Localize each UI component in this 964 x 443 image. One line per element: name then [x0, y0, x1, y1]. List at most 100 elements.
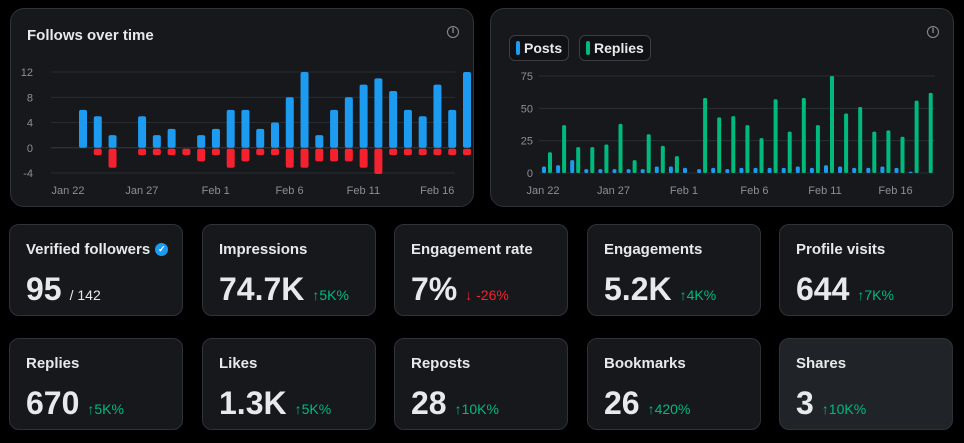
stat-shares[interactable]: Shares 3 ↑10K%: [779, 338, 953, 430]
stat-change: ↑7K%: [857, 287, 894, 303]
arrow-up-icon: ↑: [294, 401, 302, 417]
bar-replies: [914, 100, 919, 173]
stat-value: 7%: [411, 271, 458, 307]
bar-replies: [858, 107, 863, 173]
info-icon[interactable]: [447, 25, 459, 38]
stat-impressions[interactable]: Impressions 74.7K ↑5K%: [202, 224, 376, 316]
bar-lost: [285, 148, 294, 168]
bar-posts: [640, 169, 645, 173]
x-tick-label: Jan 22: [526, 185, 559, 197]
bar-replies: [745, 125, 750, 173]
bar-posts: [725, 169, 730, 173]
legend-posts-label: Posts: [524, 40, 563, 56]
stat-label: Impressions: [219, 241, 308, 258]
bar-lost: [344, 148, 353, 162]
stat-label: Engagements: [604, 241, 703, 258]
stat-value-row: 5.2K ↑4K%: [604, 271, 716, 308]
stat-change-value: 7K%: [864, 287, 894, 303]
bar-replies: [928, 92, 933, 173]
stat-change: ↑5K%: [87, 401, 124, 417]
bar-lost: [300, 148, 309, 168]
bar-gained: [359, 84, 368, 148]
stat-value: 3: [796, 385, 814, 421]
x-tick-label: Feb 6: [275, 185, 303, 197]
bar-gained: [211, 128, 220, 148]
bar-gained: [300, 72, 309, 148]
bar-replies: [773, 99, 778, 173]
bar-posts: [612, 169, 617, 173]
stat-value-row: 1.3K ↑5K%: [219, 385, 331, 422]
x-tick-label: Jan 22: [51, 185, 84, 197]
stat-profile-visits[interactable]: Profile visits 644 ↑7K%: [779, 224, 953, 316]
bar-lost: [418, 148, 427, 156]
stat-change: ↑10K%: [822, 401, 866, 417]
bar-lost: [241, 148, 250, 162]
x-tick-label: Feb 11: [808, 185, 841, 197]
y-tick-label: 4: [27, 118, 33, 130]
stat-change-value: -26%: [476, 287, 509, 303]
arrow-up-icon: ↑: [821, 401, 829, 417]
bar-lost: [256, 148, 265, 156]
bar-gained: [418, 116, 427, 148]
bar-gained: [93, 116, 102, 148]
stat-bookmarks[interactable]: Bookmarks 26 ↑420%: [587, 338, 761, 430]
bar-lost: [182, 148, 191, 156]
posts-replies-chart: 75 50 25 0 Jan 22 Jan 27 Feb 1 Feb 6 Feb 11 Feb 1…: [521, 71, 935, 197]
bar-posts: [852, 167, 857, 173]
verified-badge-icon: ✓: [155, 243, 169, 256]
stat-value-row: 28 ↑10K%: [411, 385, 499, 422]
legend-posts[interactable]: Posts: [509, 35, 570, 61]
stat-reposts[interactable]: Reposts 28 ↑10K%: [394, 338, 568, 430]
arrow-up-icon: ↑: [857, 287, 865, 303]
y-tick-label: 25: [521, 136, 533, 148]
bar-gained: [79, 109, 87, 148]
bar-replies: [900, 136, 905, 173]
bar-replies: [717, 117, 722, 173]
replies-swatch: [586, 41, 590, 55]
bar-replies: [618, 123, 623, 173]
y-tick-label: 75: [521, 71, 533, 83]
bar-lost: [167, 148, 176, 156]
y-tick-label: 12: [21, 67, 33, 79]
y-tick-label: 0: [27, 143, 33, 155]
stat-change-value: 4K%: [686, 287, 717, 303]
stat-value-row: 3 ↑10K%: [796, 385, 866, 422]
bar-gained: [138, 116, 147, 148]
bar-posts: [739, 167, 744, 173]
bar-lost: [463, 148, 471, 156]
bar-lost: [374, 148, 383, 174]
bar-posts: [598, 169, 603, 173]
stat-value: 26: [604, 385, 640, 421]
stat-replies[interactable]: Replies 670 ↑5K%: [9, 338, 183, 430]
bar-replies: [604, 144, 609, 173]
bar-posts: [654, 166, 659, 173]
bar-gained: [374, 78, 383, 148]
follows-chart-card: Follows over time 12 8 4 0 -4 Jan 22 Jan 27 Feb…: [10, 8, 474, 207]
bar-posts: [668, 166, 673, 173]
arrow-down-icon: ↓: [465, 287, 473, 303]
stat-likes[interactable]: Likes 1.3K ↑5K%: [202, 338, 376, 430]
info-icon[interactable]: [927, 25, 939, 38]
bar-gained: [152, 135, 161, 148]
bar-posts: [711, 167, 716, 173]
bar-posts: [824, 165, 828, 173]
legend-replies[interactable]: Replies: [579, 35, 651, 61]
bar-gained: [403, 109, 412, 148]
stat-engagement-rate[interactable]: Engagement rate 7% ↓ -26%: [394, 224, 568, 316]
bar-lost: [197, 148, 206, 162]
stat-engagements[interactable]: Engagements 5.2K ↑4K%: [587, 224, 761, 316]
bar-posts: [683, 167, 687, 173]
bar-gained: [315, 135, 324, 148]
bar-replies: [731, 116, 736, 173]
bar-posts: [753, 167, 758, 173]
bar-lost: [226, 148, 235, 168]
bar-lost: [152, 148, 161, 156]
y-tick-label: 8: [27, 92, 33, 104]
bar-posts: [697, 169, 702, 173]
stat-verified-followers[interactable]: Verified followers ✓ 95 / 142: [9, 224, 183, 316]
stat-change-value: 10K%: [828, 401, 867, 417]
bar-posts: [866, 167, 871, 173]
bar-replies: [548, 152, 552, 173]
stat-sub: / 142: [69, 287, 101, 303]
stat-change: ↓ -26%: [465, 287, 509, 303]
